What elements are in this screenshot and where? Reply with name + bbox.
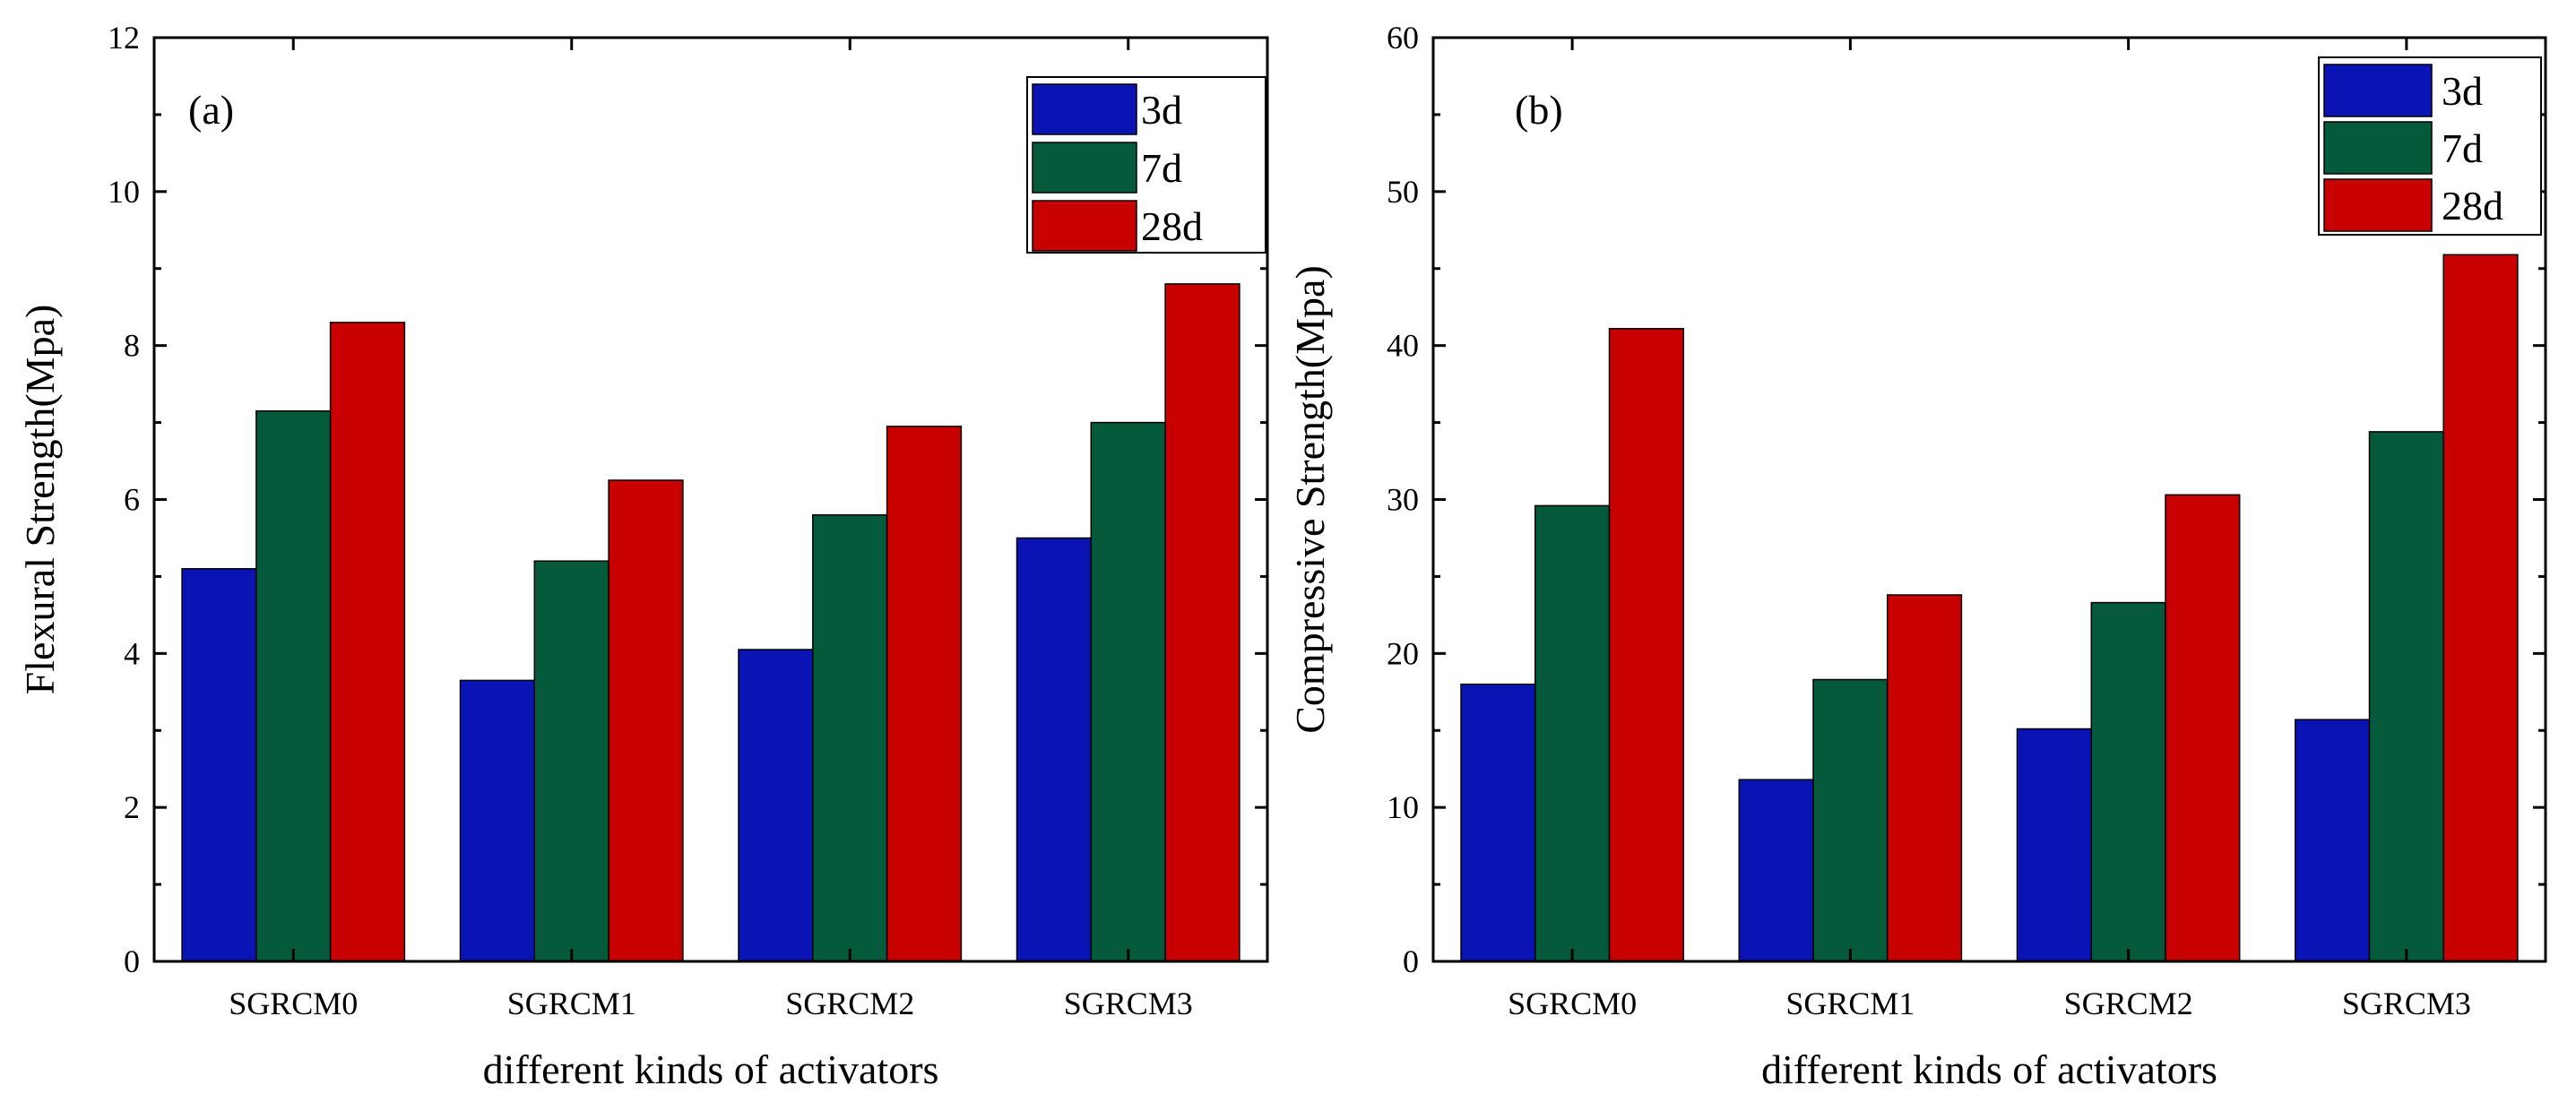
bar-3d-sgrcm0 — [181, 568, 257, 962]
y-tick-label: 10 — [108, 174, 140, 210]
bar-7d-sgrcm2 — [2090, 601, 2166, 962]
bar-7d-sgrcm0 — [1534, 504, 1611, 962]
bar-28d-sgrcm3 — [2442, 254, 2519, 962]
bar-28d-sgrcm1 — [608, 479, 684, 962]
legend-label-28d: 28d — [2442, 183, 2503, 228]
bar-28d-sgrcm2 — [886, 426, 963, 962]
bar-28d-sgrcm1 — [1886, 594, 1963, 962]
bar-28d-sgrcm3 — [1164, 283, 1240, 962]
legend-label-3d: 3d — [2442, 68, 2483, 114]
bar-3d-sgrcm0 — [1460, 683, 1536, 962]
panel-b-compressive-chart: 0 10 20 30 40 50 60 SGRCM0 SGRCM1 SGRCM2 SGRCM3 dif… — [1287, 20, 2547, 1092]
bar-3d-sgrcm2 — [738, 649, 814, 962]
bar-3d-sgrcm3 — [1016, 537, 1093, 962]
legend-swatch-7d — [2323, 121, 2433, 175]
y-axis-title: Compressive Strength(Mpa) — [1287, 265, 1333, 734]
y-tick-label: 2 — [124, 789, 140, 825]
legend-swatch-7d — [1032, 142, 1137, 194]
bar-28d-sgrcm0 — [1608, 328, 1684, 962]
bar-7d-sgrcm2 — [812, 513, 888, 962]
legend-label-3d: 3d — [1141, 87, 1182, 133]
legend-label-7d: 7d — [2442, 125, 2483, 171]
bar-7d-sgrcm1 — [1812, 678, 1889, 962]
y-tick-label: 50 — [1387, 174, 1419, 210]
legend-swatch-3d — [1032, 83, 1137, 135]
y-tick-label: 60 — [1387, 20, 1419, 56]
bar-3d-sgrcm1 — [459, 679, 536, 962]
bar-7d-sgrcm1 — [533, 560, 609, 962]
y-axis-title: Flexural Strength(Mpa) — [17, 305, 63, 695]
bar-28d-sgrcm2 — [2165, 494, 2241, 962]
y-tick-label: 4 — [124, 635, 140, 671]
y-tick-label: 10 — [1387, 789, 1419, 825]
panel-label: (b) — [1515, 87, 1563, 133]
y-tick-label: 8 — [124, 328, 140, 364]
bar-3d-sgrcm3 — [2295, 719, 2371, 962]
y-tick-label: 0 — [1403, 943, 1419, 979]
x-category-label: SGRCM2 — [2064, 986, 2193, 1021]
y-tick-label: 30 — [1387, 482, 1419, 518]
x-category-label: SGRCM1 — [507, 986, 636, 1021]
bar-7d-sgrcm0 — [255, 409, 332, 962]
legend-swatch-3d — [2323, 64, 2433, 117]
bar-7d-sgrcm3 — [2368, 431, 2444, 962]
x-category-label: SGRCM0 — [1508, 986, 1637, 1021]
legend-swatch-28d — [1032, 200, 1137, 252]
panel-a-flexural-chart: 0 2 4 6 8 10 12 SGRCM0 SGRCM1 SGRCM2 SGRCM3 differe… — [17, 20, 1269, 1092]
y-tick-label: 6 — [124, 482, 140, 518]
x-category-label: SGRCM1 — [1785, 986, 1915, 1021]
x-category-label: SGRCM0 — [229, 986, 358, 1021]
x-axis-title: different kinds of activators — [483, 1046, 939, 1092]
bar-28d-sgrcm0 — [329, 322, 406, 962]
x-axis-title: different kinds of activators — [1761, 1046, 2217, 1092]
panel-label: (a) — [188, 87, 234, 133]
bar-3d-sgrcm1 — [1738, 779, 1814, 962]
y-tick-label: 12 — [108, 20, 140, 56]
bar-7d-sgrcm3 — [1090, 421, 1166, 962]
legend-label-28d: 28d — [1141, 203, 1203, 249]
x-category-label: SGRCM3 — [2342, 986, 2471, 1021]
bar-3d-sgrcm2 — [2016, 728, 2092, 962]
y-tick-label: 0 — [124, 943, 140, 979]
legend-label-7d: 7d — [1141, 145, 1182, 191]
y-tick-label: 20 — [1387, 635, 1419, 671]
y-tick-label: 40 — [1387, 328, 1419, 364]
x-category-label: SGRCM3 — [1064, 986, 1193, 1021]
legend-swatch-28d — [2323, 178, 2433, 232]
x-category-label: SGRCM2 — [785, 986, 914, 1021]
